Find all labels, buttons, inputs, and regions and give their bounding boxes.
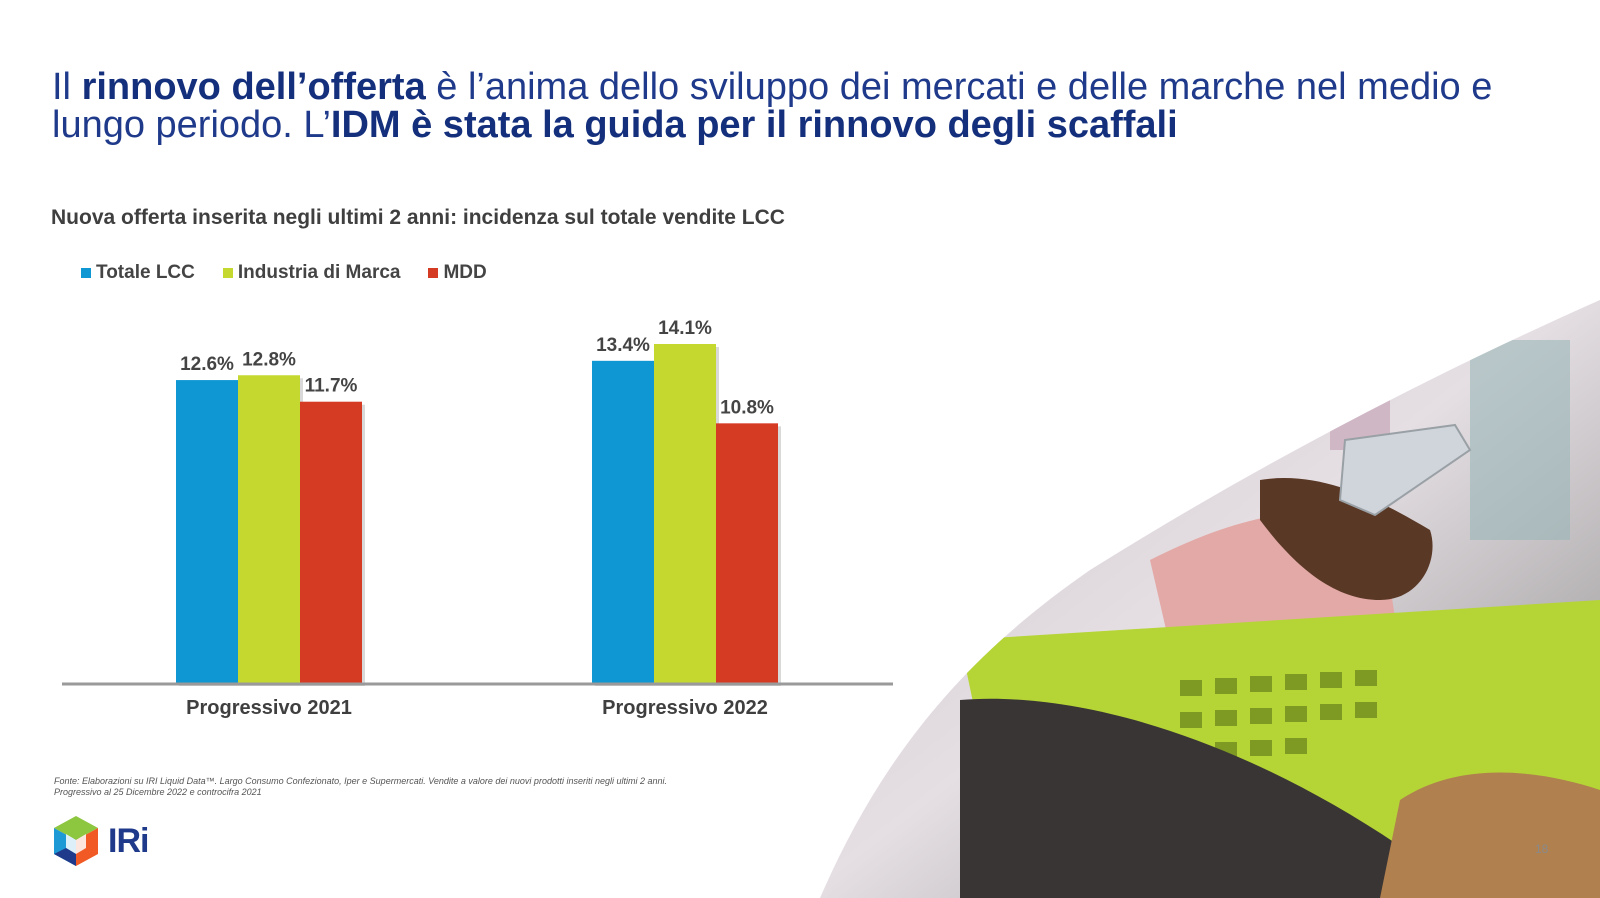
legend-label: MDD bbox=[443, 262, 487, 283]
data-label: 14.1% bbox=[658, 318, 712, 339]
bar-chart: 12.6% 12.8% 11.7% Progressivo 2021 13.4% 14.1… bbox=[62, 318, 893, 719]
bar bbox=[238, 375, 300, 683]
bar bbox=[176, 380, 238, 683]
footnote-line: Fonte: Elaborazioni su IRI Liquid Data™.… bbox=[54, 776, 668, 786]
legend-swatch bbox=[428, 268, 439, 278]
footnote-line: Progressivo al 25 Dicembre 2022 e contro… bbox=[54, 787, 262, 797]
page-number: 18 bbox=[1535, 842, 1549, 856]
iri-cube-icon bbox=[54, 816, 98, 866]
source-footnote: Fonte: Elaborazioni su IRI Liquid Data™.… bbox=[54, 776, 774, 798]
legend-item-industria-di-marca: Industria di Marca bbox=[222, 262, 401, 284]
data-label: 13.4% bbox=[596, 335, 650, 356]
iri-logo: IRi bbox=[52, 814, 149, 868]
legend-swatch bbox=[81, 268, 91, 278]
chart-legend: Totale LCC Industria di Marca MDD bbox=[81, 262, 487, 284]
bar bbox=[716, 423, 778, 683]
x-tick-label: Progressivo 2022 bbox=[602, 697, 768, 719]
legend-swatch bbox=[222, 268, 233, 278]
data-label: 12.8% bbox=[242, 349, 296, 370]
legend-item-totale-lcc: Totale LCC bbox=[81, 262, 195, 284]
legend-item-mdd: MDD bbox=[428, 262, 487, 284]
bar bbox=[654, 344, 716, 683]
legend-label: Totale LCC bbox=[96, 262, 195, 283]
legend-label: Industria di Marca bbox=[237, 262, 401, 283]
data-label: 12.6% bbox=[180, 354, 234, 375]
x-tick-label: Progressivo 2021 bbox=[186, 697, 352, 719]
data-label: 11.7% bbox=[305, 376, 358, 397]
chart-title: Nuova offerta inserita negli ultimi 2 an… bbox=[51, 206, 785, 229]
bar bbox=[300, 401, 362, 683]
logo-text: IRi bbox=[108, 821, 149, 860]
slide-title: Il rinnovo dell’offerta è l’anima dello … bbox=[52, 66, 1493, 146]
bar bbox=[592, 360, 654, 683]
data-label: 10.8% bbox=[720, 397, 774, 418]
